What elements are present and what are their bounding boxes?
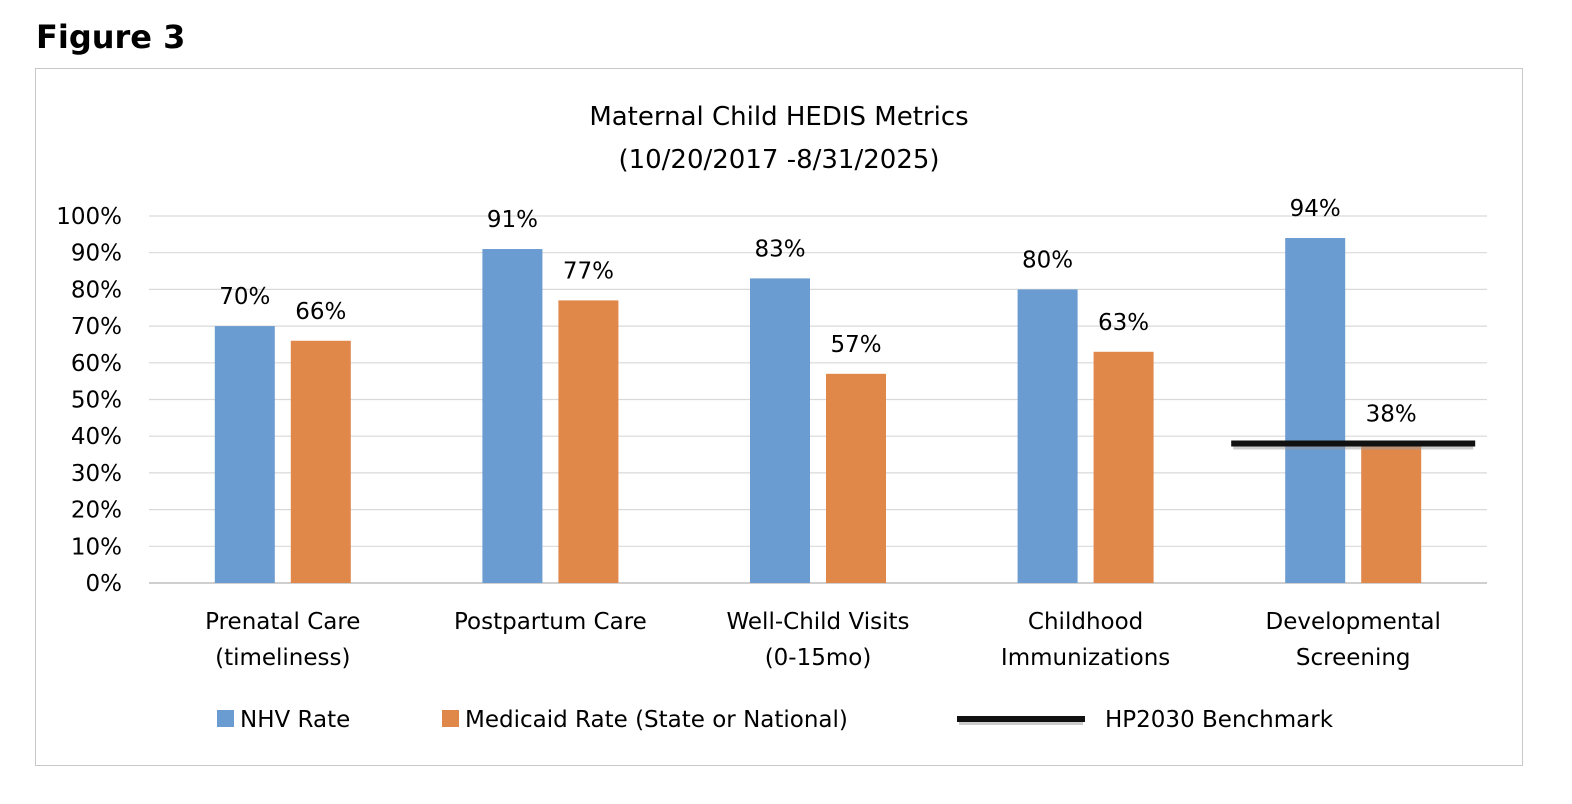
data-label: 91%: [487, 207, 538, 233]
y-tick-label: 80%: [71, 277, 122, 303]
x-axis-categories: Prenatal Care (timeliness) Postpartum Care…: [205, 609, 1441, 671]
bar-medicaid: [826, 373, 886, 583]
legend-label-medicaid: Medicaid Rate (State or National): [465, 707, 848, 733]
gridlines: [149, 215, 1487, 584]
x-category-label: Well-Child Visits: [727, 609, 910, 635]
bar-chart: Maternal Child HEDIS Metrics (10/20/2017…: [56, 102, 1487, 733]
data-label: 94%: [1290, 196, 1341, 222]
legend-label-nhv: NHV Rate: [240, 707, 350, 733]
data-label: 63%: [1098, 310, 1149, 336]
y-tick-label: 60%: [71, 351, 122, 377]
bar-nhv: [1285, 238, 1346, 583]
y-tick-label: 70%: [71, 314, 122, 340]
data-label: 57%: [830, 332, 881, 358]
y-tick-label: 30%: [71, 461, 122, 487]
data-label: 38%: [1366, 402, 1417, 428]
y-tick-label: 40%: [71, 424, 122, 450]
bar-medicaid: [1093, 351, 1154, 583]
chart-frame: Maternal Child HEDIS Metrics (10/20/2017…: [35, 68, 1523, 766]
chart-subtitle: (10/20/2017 -8/31/2025): [618, 145, 939, 175]
x-category-label: (0-15mo): [765, 645, 872, 671]
bar-medicaid: [290, 340, 351, 583]
x-category-label: Immunizations: [1001, 645, 1170, 671]
data-label: 77%: [563, 258, 614, 284]
x-category-label: Screening: [1296, 645, 1411, 671]
data-label: 70%: [219, 284, 270, 310]
y-tick-label: 90%: [71, 241, 122, 267]
y-tick-label: 10%: [71, 534, 122, 560]
benchmark-line: [1231, 440, 1476, 450]
data-label: 80%: [1022, 247, 1073, 273]
data-label: 83%: [754, 236, 805, 262]
x-category-label: Prenatal Care: [205, 609, 360, 635]
y-tick-label: 20%: [71, 498, 122, 524]
bar-nhv: [482, 249, 543, 583]
bar-nhv: [214, 326, 275, 583]
bar-nhv: [1017, 289, 1078, 583]
bar-nhv: [750, 278, 810, 583]
legend-swatch-nhv: [217, 710, 234, 727]
bars: [214, 238, 1422, 583]
data-label: 66%: [295, 299, 346, 325]
legend: NHV Rate Medicaid Rate (State or National…: [217, 707, 1334, 733]
data-labels: 70% 91% 83% 80% 94% 66% 77% 57% 63% 38%: [219, 196, 1417, 428]
x-category-label: Childhood: [1028, 609, 1143, 635]
y-axis-ticks: 0% 10% 20% 30% 40% 50% 60% 70% 80% 90% 100%: [56, 204, 122, 597]
x-category-label: Developmental: [1266, 609, 1441, 635]
y-tick-label: 50%: [71, 388, 122, 414]
bar-medicaid: [1361, 443, 1422, 583]
legend-swatch-medicaid: [442, 710, 459, 727]
y-tick-label: 100%: [56, 204, 122, 230]
figure-label: Figure 3: [36, 18, 186, 56]
bar-medicaid: [558, 300, 619, 583]
x-category-label: (timeliness): [215, 645, 350, 671]
y-tick-label: 0%: [86, 571, 123, 597]
legend-label-benchmark: HP2030 Benchmark: [1105, 707, 1334, 733]
chart-title: Maternal Child HEDIS Metrics: [589, 102, 968, 132]
x-category-label: Postpartum Care: [454, 609, 647, 635]
